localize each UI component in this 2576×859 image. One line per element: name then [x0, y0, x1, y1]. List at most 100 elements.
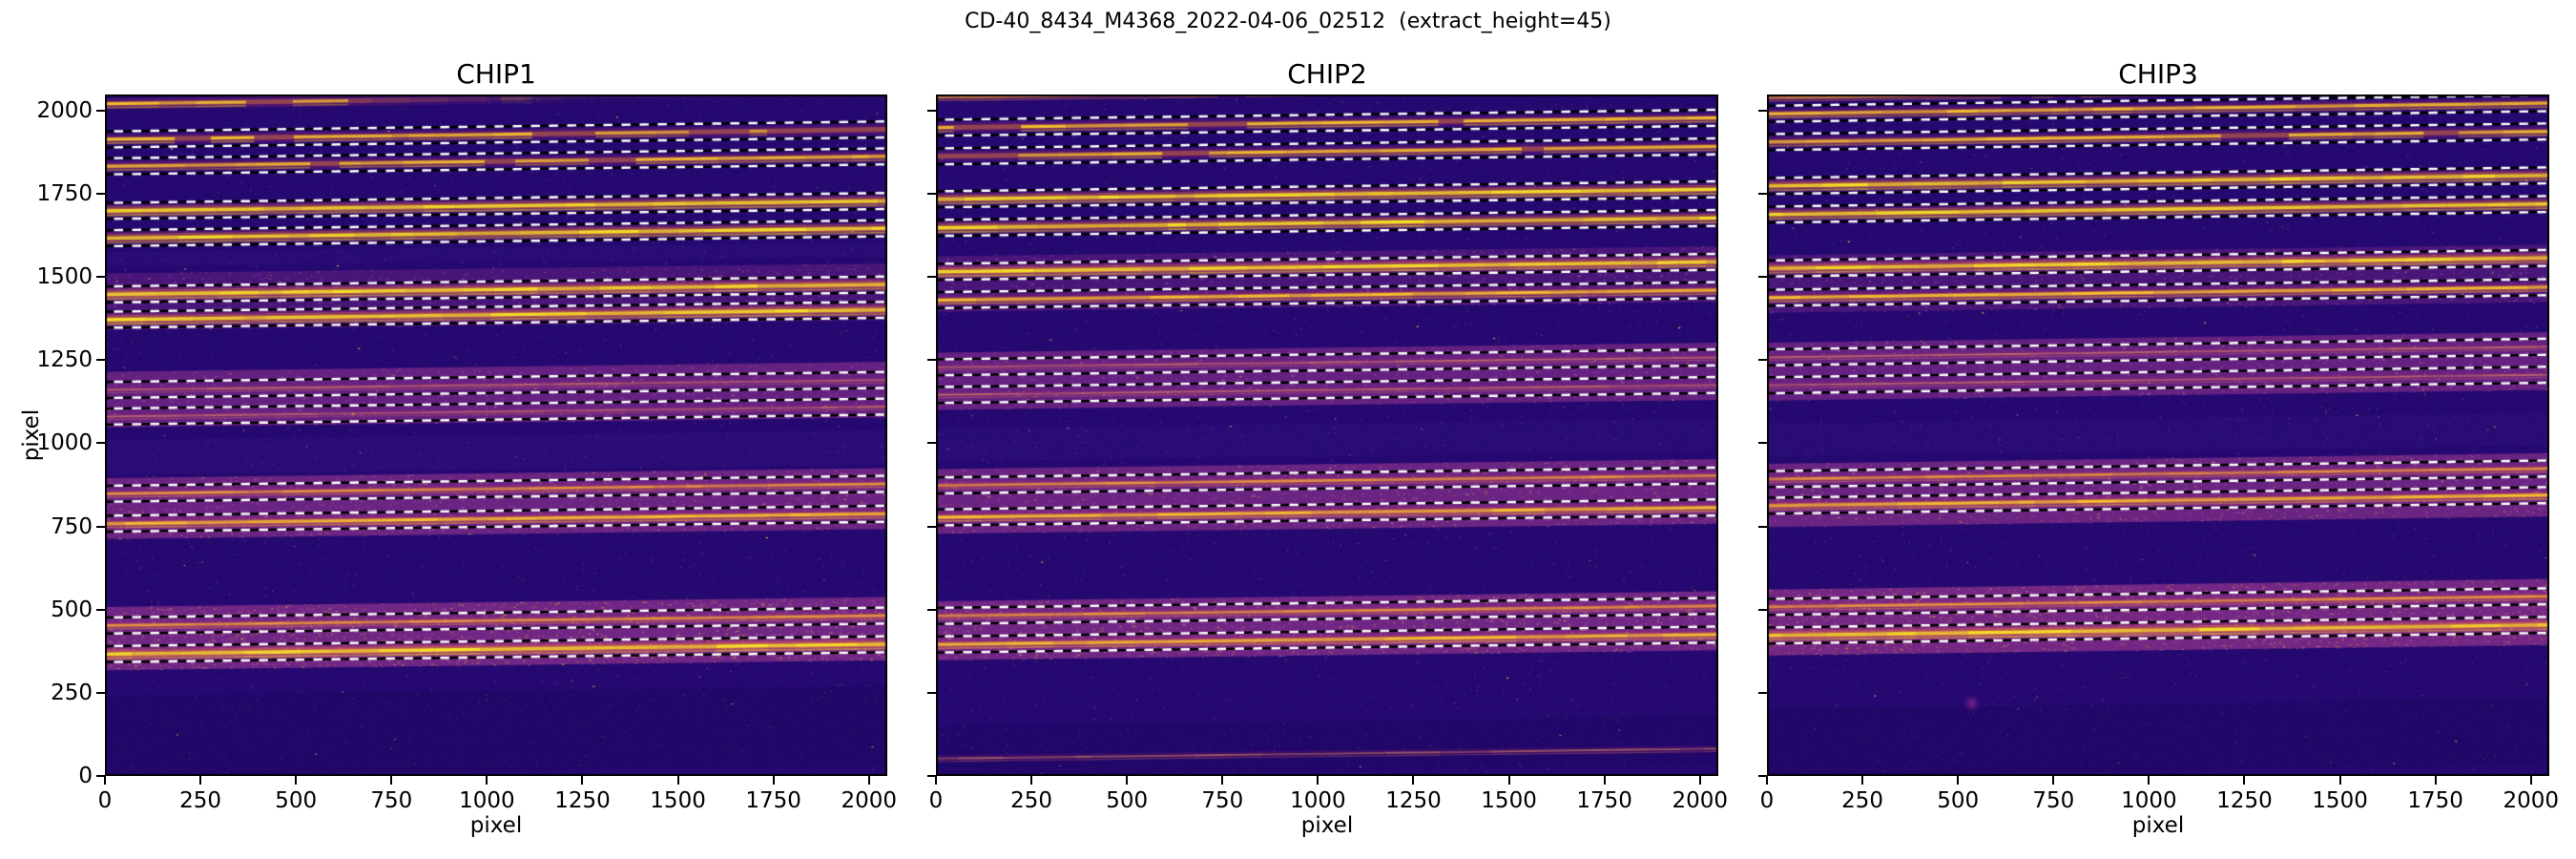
x-tick-label: 750 [370, 788, 413, 813]
panel-chip2-xlabel: pixel [1300, 813, 1354, 838]
y-tick-label: 1000 [36, 430, 93, 456]
x-tick-mark [104, 776, 106, 785]
x-tick-label: 250 [179, 788, 222, 813]
x-tick-label: 1250 [1385, 788, 1442, 813]
y-tick-mark [1758, 691, 1767, 694]
y-tick-mark [1758, 276, 1767, 279]
y-tick-mark [927, 359, 936, 362]
x-tick-label: 500 [1937, 788, 1980, 813]
y-tick-mark [1758, 525, 1767, 528]
x-tick-label: 2000 [841, 788, 898, 813]
y-tick-mark [1758, 109, 1767, 112]
y-tick-mark [927, 525, 936, 528]
y-tick-label: 0 [78, 764, 93, 788]
x-tick-mark [2148, 776, 2150, 785]
x-tick-mark [581, 776, 584, 785]
y-tick-mark [1758, 192, 1767, 195]
x-tick-mark [1126, 776, 1129, 785]
panel-chip1-xlabel: pixel [469, 813, 523, 838]
y-tick-mark [927, 276, 936, 279]
x-tick-mark [1030, 776, 1033, 785]
x-tick-label: 0 [1759, 788, 1775, 813]
y-tick-mark [927, 775, 936, 777]
y-tick-mark [927, 192, 936, 195]
x-tick-label: 1250 [554, 788, 611, 813]
y-tick-mark [1758, 775, 1767, 777]
y-tick-mark [1758, 359, 1767, 362]
x-tick-label: 500 [1106, 788, 1149, 813]
y-tick-mark [1758, 608, 1767, 611]
x-tick-label: 2000 [2503, 788, 2560, 813]
x-tick-label: 1000 [1290, 788, 1346, 813]
panel-chip1: CHIP1 pixel [105, 58, 887, 838]
y-tick-mark [96, 359, 105, 362]
panel-chip3-title: CHIP3 [2118, 58, 2198, 90]
y-tick-label: 2000 [36, 97, 93, 123]
y-tick-mark [96, 192, 105, 195]
panel-chip1-title: CHIP1 [456, 58, 536, 90]
x-tick-mark [2434, 776, 2437, 785]
y-tick-label: 1250 [36, 347, 93, 373]
figure-title: CD-40_8434_M4368_2022-04-06_02512 (extra… [965, 10, 1611, 33]
x-tick-mark [1957, 776, 1960, 785]
x-tick-mark [2529, 776, 2532, 785]
x-tick-mark [1317, 776, 1319, 785]
x-tick-label: 2000 [1672, 788, 1729, 813]
x-tick-mark [1603, 776, 1606, 785]
x-tick-mark [867, 776, 870, 785]
y-tick-mark [96, 276, 105, 279]
x-tick-label: 1750 [2407, 788, 2463, 813]
x-tick-label: 1500 [650, 788, 706, 813]
x-tick-label: 1000 [459, 788, 515, 813]
y-tick-label: 1500 [36, 264, 93, 290]
x-tick-mark [1861, 776, 1864, 785]
panel-chip3-heatmap [1767, 94, 2549, 776]
panel-chip3: CHIP3 pixel [1767, 58, 2549, 838]
y-tick-mark [1758, 442, 1767, 445]
y-tick-mark [927, 442, 936, 445]
x-tick-mark [676, 776, 679, 785]
y-tick-mark [927, 608, 936, 611]
x-tick-mark [1698, 776, 1701, 785]
x-tick-mark [199, 776, 202, 785]
y-tick-label: 500 [51, 597, 93, 622]
x-tick-label: 250 [1010, 788, 1053, 813]
x-tick-label: 1500 [1481, 788, 1537, 813]
x-tick-mark [2338, 776, 2341, 785]
x-tick-mark [1766, 776, 1768, 785]
x-tick-mark [935, 776, 937, 785]
y-tick-mark [96, 109, 105, 112]
x-tick-mark [2052, 776, 2055, 785]
y-tick-label: 1750 [36, 180, 93, 206]
panel-chip2-heatmap [936, 94, 1718, 776]
y-tick-mark [96, 442, 105, 445]
x-tick-mark [390, 776, 393, 785]
panel-chip3-xlabel: pixel [2131, 813, 2185, 838]
x-tick-mark [772, 776, 775, 785]
x-tick-mark [1221, 776, 1224, 785]
x-tick-label: 0 [928, 788, 944, 813]
panel-chip2: CHIP2 pixel [936, 58, 1718, 838]
y-tick-label: 750 [51, 513, 93, 539]
x-tick-mark [486, 776, 488, 785]
panel-chip1-heatmap [105, 94, 887, 776]
x-tick-mark [1507, 776, 1510, 785]
y-tick-mark [96, 691, 105, 694]
x-tick-label: 1000 [2121, 788, 2177, 813]
x-tick-label: 250 [1841, 788, 1884, 813]
y-tick-mark [96, 775, 105, 777]
x-tick-label: 750 [2032, 788, 2075, 813]
y-tick-mark [927, 109, 936, 112]
x-tick-label: 500 [275, 788, 318, 813]
y-tick-label: 250 [51, 680, 93, 705]
x-tick-label: 1250 [2216, 788, 2273, 813]
panel-chip2-title: CHIP2 [1287, 58, 1367, 90]
x-tick-mark [295, 776, 298, 785]
y-tick-mark [96, 608, 105, 611]
y-tick-mark [96, 525, 105, 528]
y-tick-mark [927, 691, 936, 694]
x-tick-label: 0 [97, 788, 113, 813]
x-tick-mark [2243, 776, 2246, 785]
x-tick-label: 1750 [1576, 788, 1632, 813]
